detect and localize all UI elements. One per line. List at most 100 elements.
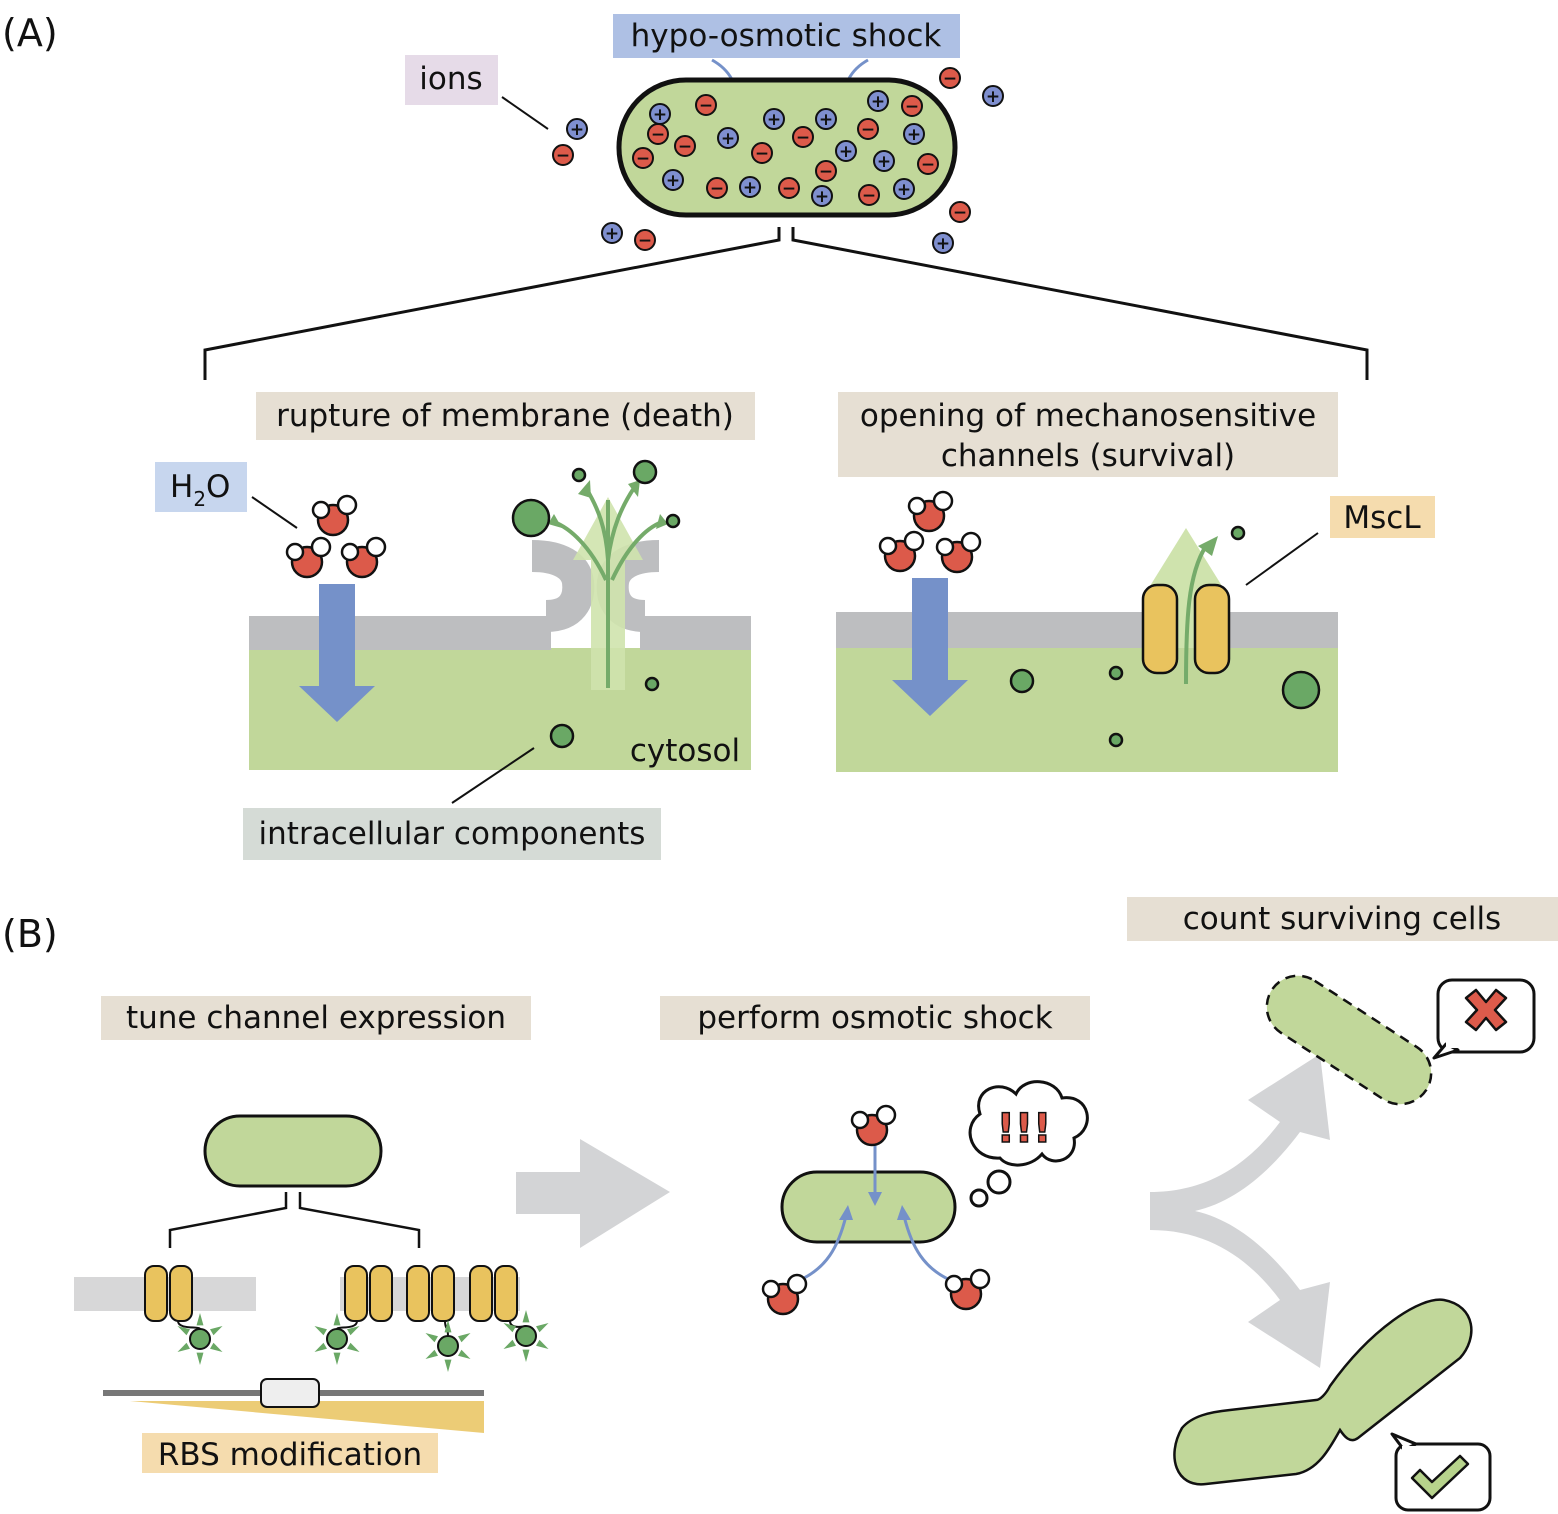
ion-minus-icon: −	[901, 95, 923, 117]
ion-plus-icon: +	[662, 169, 684, 191]
channel-subunit	[344, 1265, 368, 1322]
count-label-bg	[1127, 897, 1558, 941]
svg-text:+: +	[907, 125, 921, 145]
ion-plus-icon: +	[811, 185, 833, 207]
perform-label: perform osmotic shock	[697, 1000, 1052, 1036]
ion-plus-icon: +	[815, 108, 837, 130]
fluorescent-tag-icon	[437, 1335, 459, 1357]
ion-plus-icon: +	[717, 127, 739, 149]
intracellular-label-bg	[243, 808, 661, 860]
svg-text:−: −	[755, 144, 769, 164]
tune-label: tune channel expression	[126, 1000, 506, 1036]
opening-label-bg	[838, 392, 1338, 477]
opening-label-line1: opening of mechanosensitive	[860, 398, 1316, 434]
svg-text:+: +	[653, 105, 667, 125]
cross-icon	[1464, 988, 1508, 1032]
exclaim-text: !!!	[997, 1106, 1052, 1152]
ion-minus-icon: −	[917, 153, 939, 175]
svg-text:+: +	[936, 234, 950, 254]
mscl-subunit-right	[1193, 583, 1231, 675]
svg-text:+: +	[877, 152, 891, 172]
fluorescent-tag-icon	[326, 1328, 348, 1350]
ion-minus-icon: −	[751, 142, 773, 164]
ion-minus-icon: −	[792, 126, 814, 148]
svg-text:−: −	[921, 155, 935, 175]
svg-text:−: −	[862, 186, 876, 206]
svg-text:+: +	[767, 110, 781, 130]
panel-b-label: (B)	[2, 912, 58, 956]
thought-bubble-icon: !!!	[968, 1080, 1089, 1208]
svg-text:+: +	[986, 87, 1000, 107]
svg-text:−: −	[819, 162, 833, 182]
ion-minus-icon: −	[706, 177, 728, 199]
channel-subunit	[406, 1265, 430, 1322]
ion-minus-icon: −	[695, 94, 717, 116]
ion-plus-icon: +	[932, 232, 954, 254]
ion-plus-icon: +	[982, 85, 1004, 107]
mscl-label: MscL	[1343, 500, 1421, 536]
ion-plus-icon: +	[649, 103, 671, 125]
ion-minus-icon: −	[552, 144, 574, 166]
ions-group: + −+ ++ −−− +−−+− +− + −−+ − + − + − ++−+ −−+−+	[552, 67, 1004, 254]
svg-text:−: −	[636, 149, 650, 169]
fluorescent-tag-icon	[189, 1328, 211, 1350]
mscl-subunit-left	[1141, 583, 1179, 675]
cytosol-label: cytosol	[630, 733, 740, 769]
svg-text:−: −	[651, 125, 665, 145]
ion-plus-icon: +	[867, 90, 889, 112]
ion-minus-icon: −	[778, 177, 800, 199]
tune-label-bg	[101, 996, 531, 1040]
panel-a-label: (A)	[2, 11, 58, 55]
cytosol-right	[836, 646, 1338, 772]
membrane-left-a	[249, 616, 551, 650]
mscl-label-bg	[1330, 496, 1435, 538]
dividing-cell	[1173, 1298, 1473, 1486]
ion-plus-icon: +	[835, 140, 857, 162]
ion-plus-icon: +	[739, 176, 761, 198]
svg-text:−: −	[678, 137, 692, 157]
ion-plus-icon: +	[873, 150, 895, 172]
count-label: count surviving cells	[1183, 901, 1501, 937]
rbs-label-bg	[142, 1433, 438, 1473]
intracellular-label: intracellular components	[259, 816, 646, 852]
membrane-right	[836, 612, 1338, 648]
ion-minus-icon: −	[949, 201, 971, 223]
channel-subunit	[144, 1265, 168, 1322]
perform-label-bg	[660, 996, 1090, 1040]
dead-cell	[1265, 974, 1433, 1106]
ions-label: ions	[419, 61, 482, 97]
ion-minus-icon: −	[632, 147, 654, 169]
ions-label-bg	[405, 55, 498, 105]
fluorescent-tag-icon	[515, 1325, 537, 1347]
channel-subunit	[169, 1265, 193, 1322]
channel-subunit	[431, 1265, 455, 1322]
channel-subunit	[369, 1265, 393, 1322]
svg-text:−: −	[796, 128, 810, 148]
svg-text:−: −	[638, 231, 652, 251]
ion-minus-icon: −	[674, 135, 696, 157]
svg-text:−: −	[943, 69, 957, 89]
rbs-label: RBS modification	[158, 1437, 422, 1473]
svg-text:−: −	[556, 146, 570, 166]
process-arrow	[516, 1139, 670, 1248]
hypo-osmotic-shock-label: hypo-osmotic shock	[631, 18, 942, 54]
svg-text:−: −	[710, 179, 724, 199]
ion-minus-icon: −	[647, 123, 669, 145]
shock-cell	[780, 1170, 957, 1244]
ion-minus-icon: −	[634, 229, 656, 251]
channel-subunit	[494, 1265, 518, 1322]
ion-plus-icon: +	[903, 123, 925, 145]
ion-plus-icon: +	[601, 222, 623, 244]
svg-text:+: +	[570, 120, 584, 140]
check-bubble	[1390, 1432, 1492, 1512]
svg-text:+: +	[871, 92, 885, 112]
svg-text:−: −	[905, 97, 919, 117]
tune-cell	[203, 1114, 383, 1188]
branch-arrow	[1150, 1054, 1330, 1368]
svg-text:+: +	[839, 142, 853, 162]
svg-text:+: +	[721, 129, 735, 149]
ion-plus-icon: +	[566, 118, 588, 140]
svg-text:+: +	[666, 171, 680, 191]
ion-plus-icon: +	[893, 178, 915, 200]
svg-text:+: +	[605, 224, 619, 244]
